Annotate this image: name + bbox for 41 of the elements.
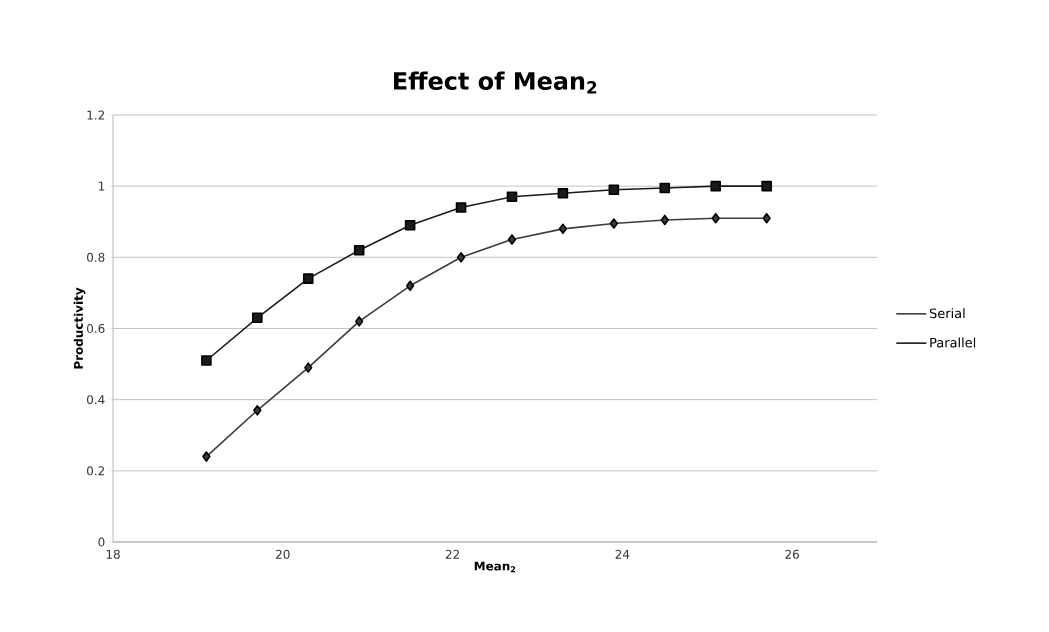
- x-tick-label: 26: [785, 549, 799, 559]
- point: [253, 405, 262, 416]
- point: [609, 218, 619, 229]
- y-tick-label: 0.4: [87, 395, 105, 405]
- point: [659, 182, 671, 194]
- point: [557, 187, 569, 199]
- point: [404, 219, 416, 231]
- point: [506, 191, 518, 203]
- point: [455, 202, 467, 213]
- legend-label: Serial: [929, 308, 965, 319]
- y-axis-title: Productivity: [73, 287, 86, 369]
- y-tick-label: 1: [98, 181, 105, 191]
- x-tick-label: 18: [106, 549, 120, 559]
- point: [711, 212, 720, 224]
- y-tick-label: 1.2: [87, 110, 105, 120]
- point: [202, 451, 211, 462]
- point: [762, 212, 771, 224]
- point: [660, 214, 669, 226]
- x-tick-label: 22: [445, 549, 459, 559]
- y-tick-label: 0.6: [87, 323, 105, 334]
- point: [302, 273, 314, 284]
- point: [558, 223, 568, 235]
- chart-title: Effect of Mean$_{2}$: [394, 71, 597, 94]
- point: [304, 362, 313, 373]
- legend-label: Parallel: [930, 337, 976, 348]
- point: [201, 355, 212, 366]
- x-tick-label: 24: [615, 549, 630, 559]
- y-tick-label: 0.8: [87, 252, 105, 262]
- x-tick-label: 20: [276, 549, 290, 559]
- point: [608, 184, 620, 196]
- point: [355, 316, 364, 327]
- point: [507, 234, 517, 245]
- point: [456, 252, 466, 263]
- point: [405, 280, 415, 292]
- point: [761, 180, 772, 192]
- point: [353, 244, 365, 256]
- point: [710, 180, 722, 192]
- x-axis-title: Mean$_{2}$: [474, 561, 516, 573]
- y-tick-label: 0.2: [87, 466, 105, 476]
- y-tick-label: 0: [98, 537, 105, 547]
- point: [252, 312, 263, 324]
